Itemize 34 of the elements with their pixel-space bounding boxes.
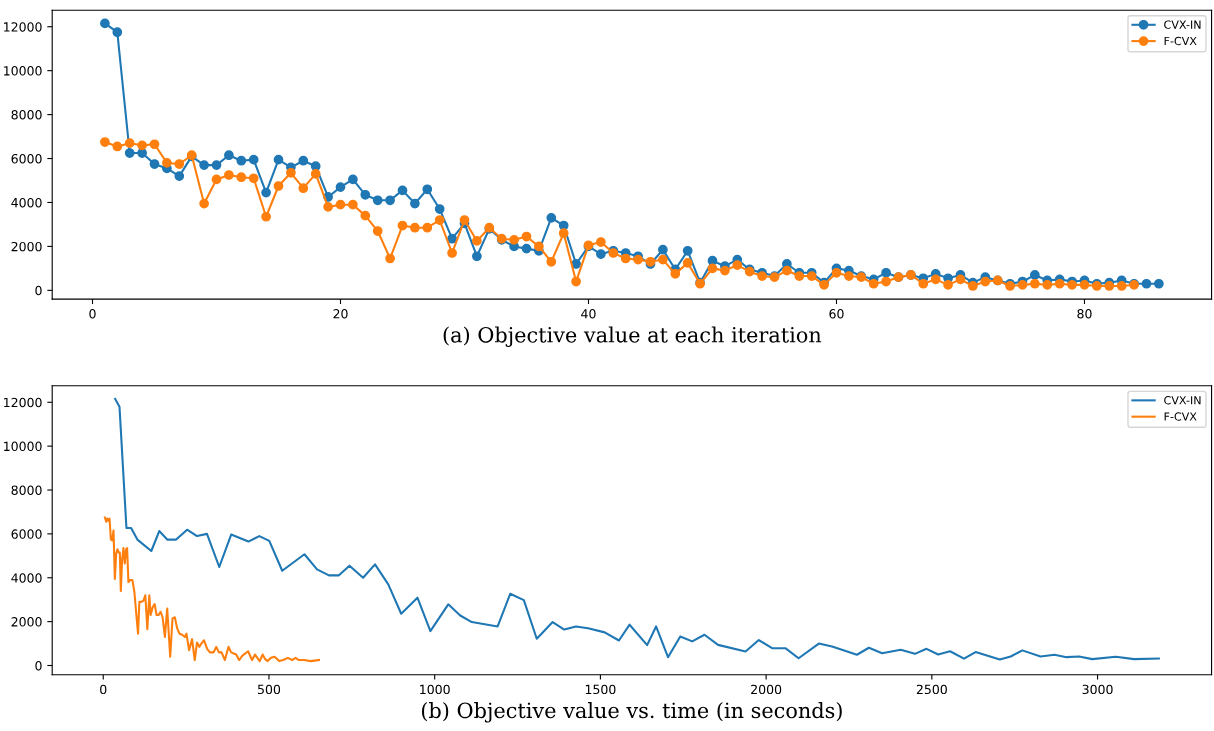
y-tick-label: 0 [35,660,42,671]
y-tick-label: 8000 [11,485,42,495]
y-tick-label: 0 [35,285,42,296]
y-tick-label: 12000 [4,22,42,32]
y-tick-label: 6000 [11,529,42,539]
y-tick-label: 8000 [11,110,42,120]
x-tick-label: 60 [829,309,844,319]
x-tick-label: 40 [581,309,596,319]
x-tick-label: 1500 [585,684,616,695]
x-tick-label: 80 [1077,309,1092,319]
x-tick-label: 1000 [420,684,450,695]
y-tick-label: 4000 [11,197,42,208]
legend-label: F-CVX [1164,36,1197,46]
x-tick-label: 20 [333,309,348,319]
y-tick-label: 12000 [4,397,42,408]
legend-label: CVX-IN [1164,20,1201,29]
legend-label: F-CVX [1164,412,1197,421]
y-tick-label: 6000 [11,154,42,164]
legend-label: CVX-IN [1164,396,1201,405]
y-tick-label: 10000 [4,66,42,76]
x-tick-label: 0 [100,684,107,695]
x-axis-title: (a) Objective value at each iteration [443,326,822,347]
x-tick-label: 3000 [1082,684,1113,695]
y-tick-label: 10000 [4,441,42,452]
y-tick-label: 2000 [11,617,42,627]
y-tick-label: 4000 [11,573,42,583]
x-tick-label: 2500 [916,684,947,695]
y-tick-label: 2000 [11,241,42,252]
line-series [114,397,1160,661]
x-tick-label: 0 [89,309,96,319]
x-axis-title: (b) Objective value vs. time (in seconds) [421,702,842,723]
x-tick-label: 500 [258,684,281,695]
line-series [103,516,321,663]
x-tick-label: 2000 [751,684,782,695]
